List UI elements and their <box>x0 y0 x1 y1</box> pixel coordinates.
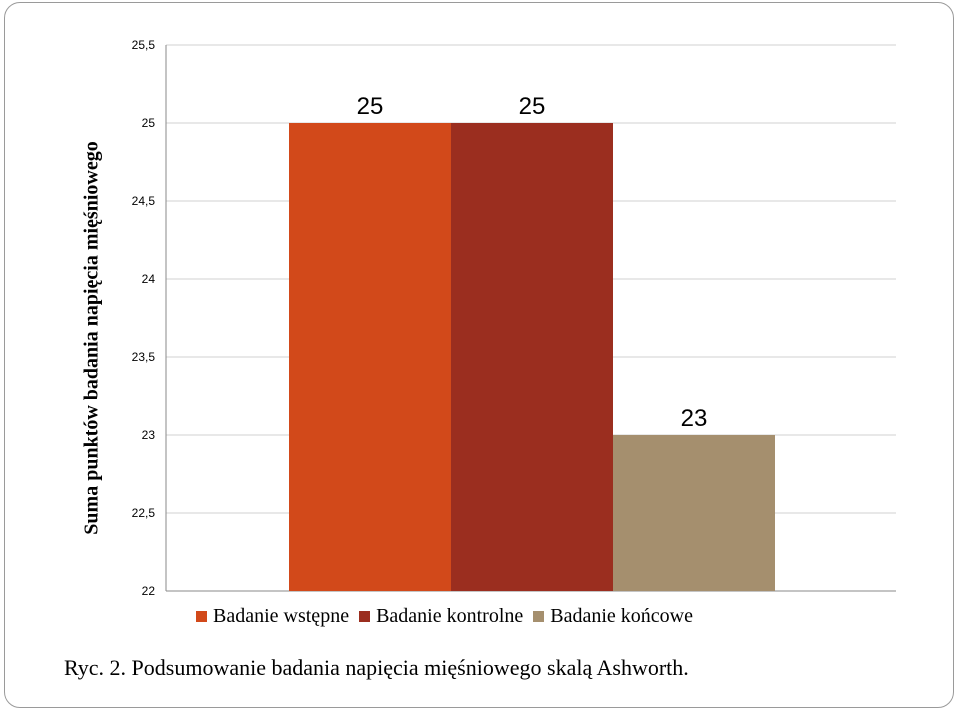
legend-swatch-3 <box>533 610 545 622</box>
legend: Badanie wstępne Badanie kontrolne Badani… <box>196 604 703 628</box>
y-tick-label-7: 25,5 <box>132 38 156 52</box>
y-tick-label-0: 22 <box>142 584 156 598</box>
y-tick-label-2: 23 <box>142 428 156 442</box>
bar-3 <box>613 435 775 591</box>
y-axis-label: Suma punktów badania napięcia mięśnioweg… <box>80 141 103 535</box>
legend-label-2: Badanie kontrolne <box>376 604 524 627</box>
legend-swatch-2 <box>359 610 371 622</box>
y-tick-label-6: 25 <box>142 116 156 130</box>
data-label-2: 25 <box>519 93 546 120</box>
bar-2 <box>451 123 613 591</box>
data-label-1: 25 <box>357 93 384 120</box>
figure-caption: Ryc. 2. Podsumowanie badania napięcia mi… <box>64 655 689 680</box>
legend-item-2: Badanie kontrolne <box>359 605 523 628</box>
y-tick-label-1: 22,5 <box>132 506 156 520</box>
legend-item-3: Badanie końcowe <box>533 605 693 628</box>
bar-1 <box>289 123 451 591</box>
y-tick-label-5: 24,5 <box>132 194 156 208</box>
data-label-3: 23 <box>681 405 708 432</box>
legend-label-3: Badanie końcowe <box>550 604 693 627</box>
legend-label-1: Badanie wstępne <box>213 604 350 627</box>
legend-item-1: Badanie wstępne <box>196 605 349 628</box>
y-tick-label-3: 23,5 <box>132 350 156 364</box>
legend-swatch-1 <box>196 610 207 622</box>
y-tick-label-4: 24 <box>142 272 156 286</box>
